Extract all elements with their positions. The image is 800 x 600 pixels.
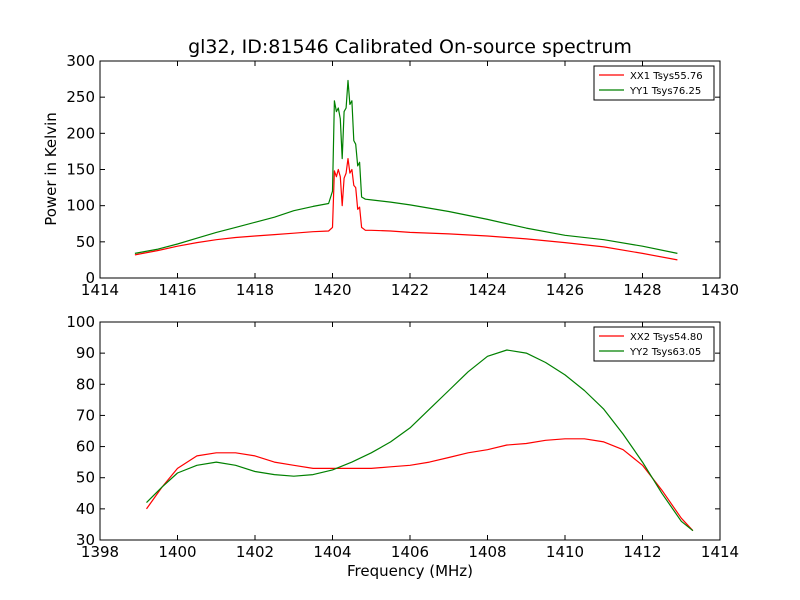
top-x-tick-label: 1428 xyxy=(623,281,661,299)
bottom-y-tick-label: 100 xyxy=(66,313,95,331)
top-y-tick-label: 200 xyxy=(66,124,95,142)
top-x-tick-label: 1424 xyxy=(468,281,506,299)
bottom-series-2-line xyxy=(146,349,694,532)
bottom-x-tick-label: 1412 xyxy=(623,543,661,561)
top-plot-frame xyxy=(99,60,721,279)
top-plot-ticks: 1414 1416 1418 1420 1422 1424 1426 1428 1430 0 50 1… xyxy=(66,52,739,299)
bottom-y-tick-label: 80 xyxy=(76,375,95,393)
bottom-series-1-line xyxy=(146,438,694,532)
bottom-y-tick-label: 70 xyxy=(76,406,95,424)
bottom-y-tick-label: 90 xyxy=(76,344,95,362)
top-series-1-line xyxy=(134,158,678,261)
top-y-axis-label: Power in Kelvin xyxy=(42,112,60,226)
bottom-x-axis-label: Frequency (MHz) xyxy=(347,562,473,580)
bottom-plot: 1398 1400 1402 1404 1406 1408 1410 1412 1414 30 40… xyxy=(66,313,739,561)
top-plot-legend: XX1 Tsys55.76 YY1 Tsys76.25 xyxy=(593,65,715,101)
top-plot-series xyxy=(134,79,678,261)
top-y-tick-label: 100 xyxy=(66,197,95,215)
bottom-y-tick-label: 40 xyxy=(76,500,95,518)
bottom-legend-box xyxy=(593,326,715,362)
top-legend-label: YY1 Tsys76.25 xyxy=(629,86,701,97)
bottom-x-tick-label: 1414 xyxy=(701,543,739,561)
top-x-tick-label: 1414 xyxy=(81,281,119,299)
top-x-tick-label: 1420 xyxy=(313,281,351,299)
top-y-tick-label: 0 xyxy=(85,269,95,287)
top-series-2-line xyxy=(134,79,678,254)
top-x-tick-label: 1422 xyxy=(391,281,429,299)
bottom-legend-label: XX2 Tsys54.80 xyxy=(630,332,703,343)
bottom-x-tick-label: 1406 xyxy=(391,543,429,561)
bottom-x-tick-label: 1400 xyxy=(158,543,196,561)
top-y-tick-label: 250 xyxy=(66,88,95,106)
bottom-plot-frame xyxy=(99,321,721,541)
bottom-y-tick-label: 60 xyxy=(76,438,95,456)
bottom-plot-legend: XX2 Tsys54.80 YY2 Tsys63.05 xyxy=(593,326,715,362)
chart-title: gl32, ID:81546 Calibrated On-source spec… xyxy=(188,36,632,58)
bottom-y-tick-label: 50 xyxy=(76,469,95,487)
bottom-x-tick-label: 1410 xyxy=(546,543,584,561)
bottom-x-tick-label: 1402 xyxy=(236,543,274,561)
top-plot: 1414 1416 1418 1420 1422 1424 1426 1428 1430 0 50 1… xyxy=(66,52,739,299)
bottom-plot-series xyxy=(146,349,694,532)
bottom-x-tick-label: 1408 xyxy=(468,543,506,561)
top-legend-box xyxy=(593,65,715,101)
top-y-tick-label: 300 xyxy=(66,52,95,70)
bottom-legend-label: YY2 Tsys63.05 xyxy=(629,347,701,358)
bottom-x-tick-label: 1404 xyxy=(313,543,351,561)
bottom-x-tick-label: 1398 xyxy=(81,543,119,561)
top-x-tick-label: 1418 xyxy=(236,281,274,299)
top-x-tick-label: 1416 xyxy=(158,281,196,299)
top-legend-label: XX1 Tsys55.76 xyxy=(630,71,703,82)
top-y-tick-label: 150 xyxy=(66,161,95,179)
top-x-tick-label: 1430 xyxy=(701,281,739,299)
bottom-y-tick-label: 30 xyxy=(76,531,95,549)
top-y-tick-label: 50 xyxy=(76,233,95,251)
top-x-tick-label: 1426 xyxy=(546,281,584,299)
bottom-plot-ticks: 1398 1400 1402 1404 1406 1408 1410 1412 1414 30 40… xyxy=(66,313,739,561)
